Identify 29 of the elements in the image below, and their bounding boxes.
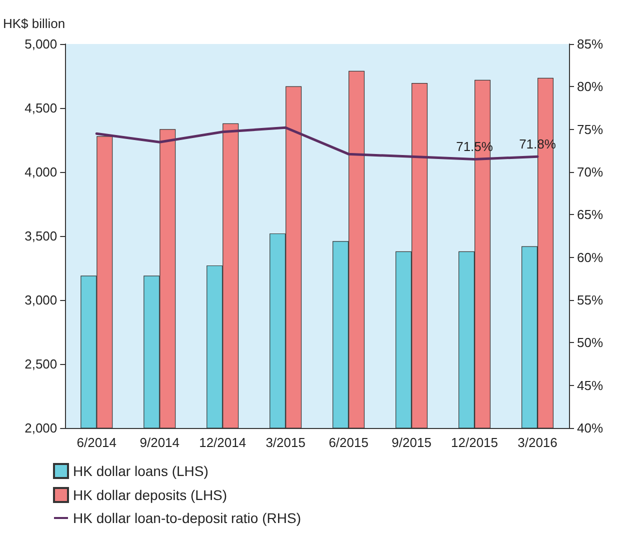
x-tick-label: 6/2015 <box>328 435 368 450</box>
y2-tick-label: 70% <box>577 164 604 180</box>
y2-tick-label: 65% <box>577 207 604 222</box>
x-tick-label: 9/2014 <box>140 435 180 450</box>
y2-tick-label: 55% <box>577 292 604 308</box>
x-tick-label: 12/2014 <box>199 435 246 450</box>
x-tick-label: 6/2014 <box>76 435 117 450</box>
legend-label: HK dollar deposits (LHS) <box>73 487 228 503</box>
legend-label: HK dollar loan-to-deposit ratio (RHS) <box>73 510 301 526</box>
y-tick-label: 5,000 <box>24 36 58 52</box>
y2-tick-label: 75% <box>577 122 604 137</box>
y-axis-title: HK$ billion <box>2 16 66 31</box>
y2-tick-label: 60% <box>577 250 604 265</box>
y-tick-label: 4,000 <box>24 164 58 180</box>
x-tick-label: 3/2015 <box>266 435 306 450</box>
y2-tick-label: 80% <box>577 79 604 94</box>
y2-tick-label: 85% <box>577 36 604 52</box>
x-tick-label: 3/2016 <box>518 435 558 450</box>
x-tick-label: 12/2015 <box>451 435 498 450</box>
y2-tick-label: 50% <box>577 335 604 350</box>
x-tick-label: 9/2015 <box>392 435 432 450</box>
y2-tick-label: 45% <box>577 378 604 393</box>
y2-tick-label: 40% <box>577 420 604 436</box>
legend-label: HK dollar loans (LHS) <box>73 463 208 479</box>
y-tick-label: 3,500 <box>24 228 58 244</box>
y-tick-label: 2,500 <box>24 356 58 372</box>
y-tick-label: 3,000 <box>24 292 58 308</box>
y-tick-label: 2,000 <box>24 420 58 436</box>
y-tick-label: 4,500 <box>24 100 58 116</box>
